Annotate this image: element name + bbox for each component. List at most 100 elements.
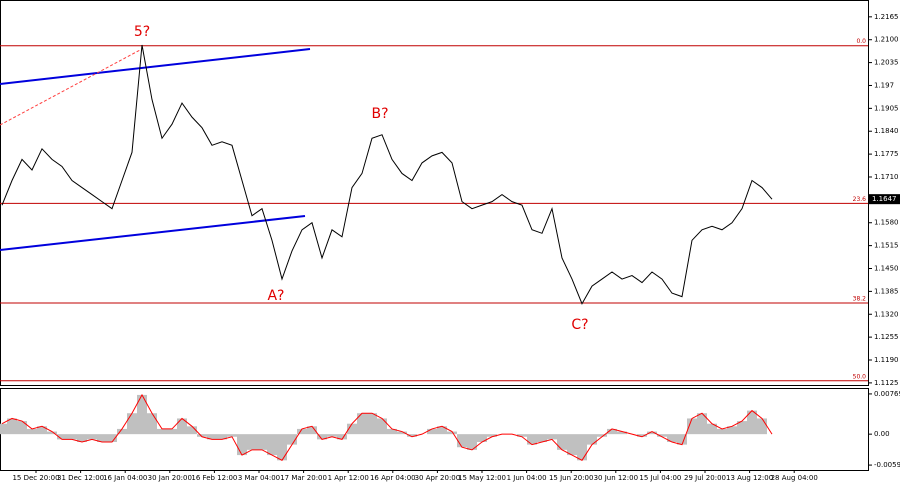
- histogram-bar: [387, 428, 397, 435]
- y-tick-label: -0.00591: [874, 461, 900, 469]
- histogram-bar: [107, 434, 117, 443]
- histogram-bar: [697, 413, 707, 435]
- histogram-bar: [337, 434, 347, 440]
- histogram-bar: [207, 434, 217, 440]
- histogram-bar: [247, 434, 257, 450]
- channel-line: [0, 215, 306, 251]
- x-tick-label: 15 Dec 20:00: [12, 474, 59, 482]
- histogram-bar: [367, 413, 377, 435]
- histogram-bar: [177, 418, 187, 435]
- y-tick-label: 1.1125: [874, 379, 899, 387]
- x-tick-label: 3 Mar 04:00: [238, 474, 280, 482]
- histogram-bar: [47, 431, 57, 435]
- histogram-bar: [587, 434, 597, 445]
- histogram-bar: [617, 431, 627, 435]
- x-tick-label: 17 Mar 20:00: [280, 474, 327, 482]
- histogram-bar: [167, 428, 177, 435]
- signal-line: [1, 393, 773, 461]
- histogram-bar: [457, 434, 467, 448]
- histogram-bar: [77, 434, 87, 443]
- y-tick-label: 1.1710: [874, 173, 899, 181]
- histogram-bar: [527, 434, 537, 445]
- histogram-bar: [727, 426, 737, 435]
- histogram-bar: [227, 434, 237, 437]
- x-tick-label: 15 Jul 04:00: [639, 474, 681, 482]
- x-tick-label: 28 Aug 04:00: [771, 474, 818, 482]
- histogram-bar: [537, 434, 547, 443]
- histogram-bar: [27, 428, 37, 435]
- histogram-bar: [567, 434, 577, 456]
- y-tick-label: 1.2100: [874, 36, 899, 44]
- histogram-bar: [147, 413, 157, 435]
- histogram-bar: [307, 426, 317, 435]
- y-tick-label: 1.197: [874, 81, 894, 89]
- trend-line: [0, 49, 141, 126]
- y-tick-label: 1.1515: [874, 242, 899, 250]
- histogram-bar: [547, 434, 557, 440]
- histogram-bar: [477, 434, 487, 443]
- histogram-bar: [57, 434, 67, 440]
- histogram-bar: [737, 421, 747, 435]
- y-tick-label: 1.1320: [874, 310, 899, 318]
- fib-label: 38.2: [853, 295, 867, 302]
- histogram-bar: [117, 428, 127, 435]
- y-tick-label: 0.00769: [874, 390, 900, 398]
- histogram-bar: [127, 413, 137, 435]
- x-tick-label: 16 Feb 12:00: [191, 474, 237, 482]
- histogram-bar: [287, 434, 297, 445]
- x-tick-label: 15 May 12:00: [458, 474, 506, 482]
- price-marker-label: 1.1647: [872, 195, 897, 203]
- histogram-bar: [407, 434, 417, 437]
- histogram-bar: [607, 428, 617, 435]
- histogram-bar: [327, 434, 337, 437]
- y-tick-label: 1.1905: [874, 104, 899, 112]
- x-tick-label: 15 Jun 20:00: [549, 474, 593, 482]
- y-tick-label: 1.1580: [874, 219, 899, 227]
- y-tick-label: 1.1385: [874, 287, 899, 295]
- histogram-bar: [277, 434, 287, 461]
- histogram-bar: [517, 434, 527, 437]
- x-tick-label: 30 Jun 12:00: [594, 474, 638, 482]
- channel-line: [0, 48, 311, 85]
- histogram-bar: [657, 434, 667, 437]
- price-line: [1, 44, 773, 305]
- histogram-bar: [397, 431, 407, 435]
- histogram-bar: [197, 434, 207, 437]
- wave-label: A?: [267, 288, 284, 304]
- histogram-bar: [707, 423, 717, 435]
- x-tick-label: 16 Apr 04:00: [370, 474, 416, 482]
- histogram-bar: [577, 434, 587, 461]
- histogram-bar: [677, 434, 687, 445]
- x-tick-label: 30 Jan 20:00: [148, 474, 192, 482]
- histogram-bar: [427, 428, 437, 435]
- histogram-bar: [467, 434, 477, 450]
- histogram-bar: [157, 428, 167, 435]
- x-tick-label: 30 Apr 20:00: [415, 474, 461, 482]
- x-tick-label: 29 Jul 20:00: [684, 474, 726, 482]
- histogram-bar: [377, 418, 387, 435]
- y-tick-label: 0.00: [874, 430, 890, 438]
- histogram-bar: [37, 426, 47, 435]
- y-tick-label: 1.1190: [874, 356, 899, 364]
- x-tick-label: 13 Aug 12:00: [726, 474, 773, 482]
- y-tick-label: 1.2165: [874, 13, 899, 21]
- histogram-bar: [187, 426, 197, 435]
- x-tick-label: 31 Dec 12:00: [57, 474, 104, 482]
- x-tick-label: 1 Jun 04:00: [507, 474, 547, 482]
- y-tick-label: 1.1450: [874, 264, 899, 272]
- histogram-bar: [757, 418, 767, 435]
- histogram-bar: [447, 431, 457, 435]
- histogram-bar: [257, 434, 267, 450]
- histogram-bar: [0, 423, 7, 435]
- histogram-bar: [317, 434, 327, 440]
- histogram-bar: [667, 434, 677, 443]
- histogram-bar: [717, 428, 727, 435]
- wave-label: B?: [371, 106, 388, 122]
- price-marker: [869, 194, 900, 205]
- fib-label: 50.0: [853, 373, 867, 380]
- histogram-bar: [297, 428, 307, 435]
- histogram-bar: [747, 410, 757, 435]
- y-tick-label: 1.1775: [874, 150, 899, 158]
- x-tick-label: 1 Apr 12:00: [328, 474, 369, 482]
- wave-label: 5?: [134, 24, 150, 40]
